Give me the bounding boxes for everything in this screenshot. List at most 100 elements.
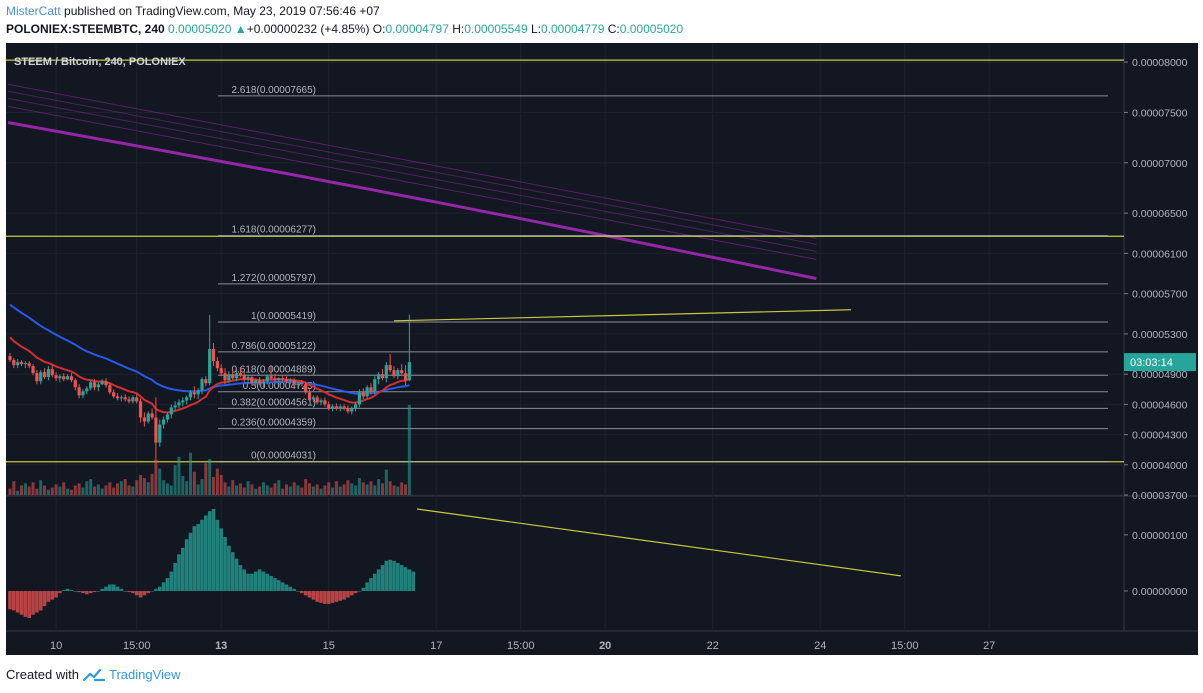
candle-body: [92, 382, 97, 388]
histogram-bar: [100, 588, 104, 591]
volume-bar: [200, 479, 204, 495]
candle-body: [311, 397, 315, 400]
candle-body: [400, 370, 404, 374]
histogram-bar: [150, 591, 154, 592]
volume-bar: [219, 474, 223, 495]
candle-body: [284, 379, 289, 382]
histogram-bar: [265, 573, 270, 591]
histogram-bar: [142, 591, 147, 596]
volume-bar: [281, 488, 285, 495]
candle: [104, 378, 108, 388]
candle-body: [323, 400, 327, 405]
created-with-text: Created with: [6, 667, 79, 682]
tradingview-brand[interactable]: TradingView: [108, 667, 181, 682]
histogram-bar: [388, 559, 392, 591]
volume-bar: [196, 484, 200, 495]
histogram-bar: [227, 545, 231, 591]
histogram-bar: [353, 591, 358, 594]
histogram-bar: [92, 591, 97, 593]
x-tick-label: 24: [814, 640, 826, 652]
volume-bar: [173, 465, 177, 495]
volume-bar: [188, 452, 192, 495]
volume-bar: [162, 480, 166, 495]
histogram-bar: [23, 591, 28, 617]
volume-bar: [327, 482, 331, 495]
histogram-bar: [196, 524, 200, 591]
candle-body: [85, 388, 89, 392]
histogram-bar: [8, 591, 12, 610]
candle-body: [231, 374, 235, 379]
volume-bar: [350, 483, 354, 495]
volume-bar: [119, 481, 123, 495]
histogram-bar: [154, 588, 158, 591]
volume-bar: [142, 478, 146, 495]
volume-bar: [192, 471, 196, 495]
volume-bar: [361, 482, 365, 495]
candle: [142, 412, 146, 427]
candle-body: [330, 406, 335, 409]
candle-body: [211, 349, 216, 362]
volume-bar: [400, 482, 404, 495]
candle: [365, 385, 369, 399]
candle: [169, 404, 173, 419]
candle-body: [319, 400, 323, 403]
volume-bar: [300, 487, 304, 495]
candle-body: [215, 361, 219, 369]
histogram-bar: [192, 526, 197, 591]
candle-body: [142, 417, 146, 422]
histogram-bar: [65, 588, 70, 591]
volume-bar: [139, 474, 143, 495]
candle: [377, 372, 381, 385]
histogram-bar: [296, 591, 300, 592]
candle: [231, 369, 235, 381]
volume-bar: [23, 483, 27, 495]
histogram-bar: [207, 511, 212, 591]
low-value: 0.00004779: [540, 22, 605, 36]
candle-body: [96, 384, 100, 388]
candle: [327, 401, 331, 411]
candle: [219, 364, 223, 377]
histogram-bar: [215, 519, 220, 591]
candle-body: [123, 397, 127, 400]
channel-line: [7, 97, 817, 252]
volume-bar: [54, 484, 58, 495]
candle-body: [407, 362, 411, 381]
histogram-bar: [346, 591, 350, 598]
histogram-bar: [211, 509, 216, 591]
x-tick-label: 13: [215, 640, 227, 652]
candle-body: [307, 392, 312, 400]
y-tick-label: 0.00008000: [1132, 57, 1188, 69]
histogram-bar: [284, 584, 289, 591]
price-chart[interactable]: 2.618(0.00007665) 1.618(0.00006277) 1.272(…: [6, 43, 1198, 655]
volume-bar: [354, 485, 358, 495]
candle-body: [165, 414, 170, 420]
histogram-bar: [411, 571, 415, 591]
histogram-bar: [146, 591, 151, 594]
histogram-bar: [365, 582, 369, 591]
moving-average-red: [9, 336, 410, 414]
channel-line: [7, 121, 817, 281]
histogram-bar: [357, 591, 362, 592]
candle: [8, 353, 12, 363]
candle: [31, 364, 35, 376]
published-text: published on TradingView.com, May 23, 20…: [64, 4, 380, 18]
fib-level-label: 1.618(0.00006277): [231, 225, 316, 236]
volume-bar: [66, 488, 70, 495]
volume-bar: [396, 486, 400, 495]
candle: [196, 388, 200, 400]
candle: [265, 374, 269, 385]
volume-bar: [81, 487, 85, 495]
volume-bar: [100, 488, 104, 495]
candle: [112, 389, 116, 399]
histogram-bar: [399, 565, 404, 591]
candle: [288, 378, 292, 385]
volume-bar: [27, 486, 31, 495]
candle: [58, 374, 62, 383]
fib-level-label: 0.786(0.00005122): [231, 341, 316, 352]
channel-line: [7, 90, 817, 245]
volume-bar: [204, 463, 208, 495]
histogram-bar: [69, 589, 74, 591]
candle: [296, 381, 300, 389]
author-link[interactable]: MisterCatt: [6, 4, 61, 18]
candle: [12, 358, 16, 369]
